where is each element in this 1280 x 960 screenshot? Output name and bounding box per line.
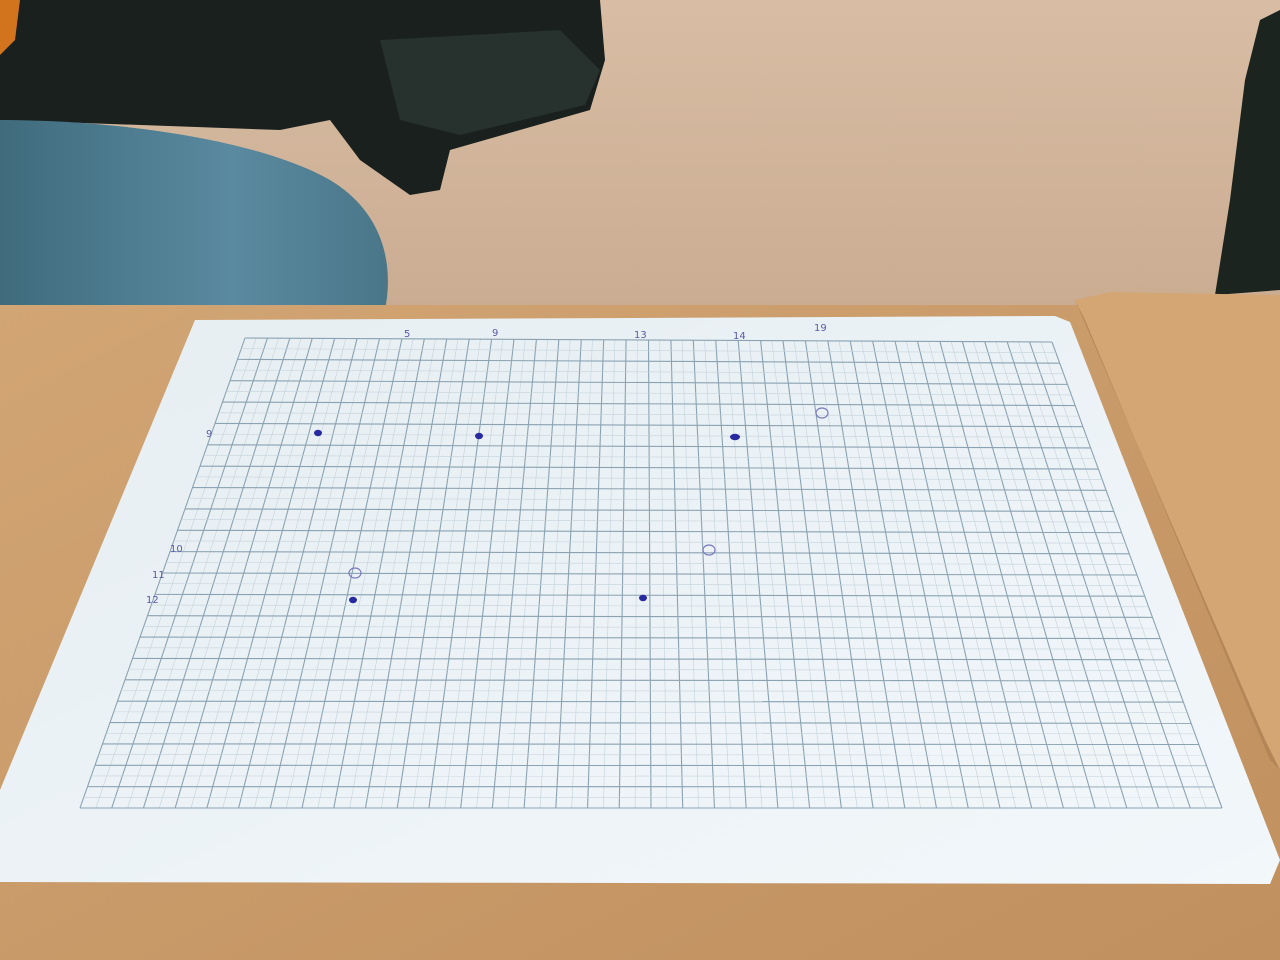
grid-horizontal-line xyxy=(207,444,1091,449)
plotted-dot-3 xyxy=(349,596,357,604)
grid-horizontal-line xyxy=(136,647,1165,650)
plotted-dot-5 xyxy=(314,429,322,437)
grid-horizontal-line xyxy=(214,422,1083,428)
grid-horizontal-line xyxy=(233,369,1064,375)
plotted-dot-4 xyxy=(639,594,647,602)
grid-horizontal-line xyxy=(158,583,1141,586)
grid-horizontal-line xyxy=(226,391,1072,396)
grid-horizontal-line xyxy=(199,465,1099,470)
grid-horizontal-line xyxy=(151,604,1149,608)
grid-horizontal-line xyxy=(181,519,1118,523)
grid-horizontal-line xyxy=(132,657,1168,661)
top-axis-label: 5 xyxy=(404,329,410,340)
grid-horizontal-line xyxy=(218,412,1080,417)
grid-horizontal-line xyxy=(192,486,1107,491)
plotted-dot-2 xyxy=(730,433,740,441)
left-axis-label: 11 xyxy=(152,570,165,581)
grid-horizontal-line xyxy=(139,636,1161,640)
plotted-circle-1 xyxy=(815,407,829,419)
top-labels: 5 9 13 14 19 xyxy=(404,323,827,342)
left-labels: 9 10 11 12 xyxy=(146,429,212,606)
grid-horizontal-line xyxy=(113,711,1188,713)
grid-lines xyxy=(79,337,1223,809)
chair-leg xyxy=(1215,10,1280,295)
grid-horizontal-line xyxy=(244,337,1053,343)
grid-horizontal-line xyxy=(203,455,1095,459)
grid-horizontal-line xyxy=(211,433,1087,438)
grid-horizontal-line xyxy=(188,497,1110,502)
top-axis-label: 14 xyxy=(733,331,746,342)
grid-horizontal-line xyxy=(154,593,1145,597)
grid-horizontal-line xyxy=(143,626,1157,629)
grid-horizontal-line xyxy=(117,700,1184,703)
top-axis-label: 9 xyxy=(492,328,498,339)
left-axis-label: 10 xyxy=(170,544,183,555)
grid-horizontal-line xyxy=(241,348,1056,353)
grid-horizontal-line xyxy=(121,690,1180,692)
grid-horizontal-line xyxy=(166,562,1134,565)
grid-horizontal-line xyxy=(109,721,1192,724)
grid-horizontal-line xyxy=(124,679,1176,682)
grid-horizontal-line xyxy=(102,743,1199,746)
grid-horizontal-line xyxy=(184,508,1114,513)
left-axis-label: 9 xyxy=(206,429,212,440)
jeans-knee xyxy=(0,120,388,310)
plotted-dot-1 xyxy=(475,432,483,440)
grid-horizontal-line xyxy=(237,358,1060,364)
grid-horizontal-line xyxy=(128,668,1172,671)
grid-horizontal-line xyxy=(169,551,1130,555)
plotted-circle-2 xyxy=(702,544,716,556)
grid-horizontal-line xyxy=(147,615,1153,618)
grid-horizontal-line xyxy=(196,476,1103,480)
top-axis-label: 19 xyxy=(814,323,827,334)
grid-horizontal-line xyxy=(222,401,1076,407)
grid-horizontal-line xyxy=(229,380,1068,385)
grid-horizontal-line xyxy=(162,572,1138,576)
grid-horizontal-line xyxy=(177,529,1122,534)
grid-horizontal-line xyxy=(106,732,1195,735)
grid-horizontal-line xyxy=(173,540,1126,544)
plotted-circle-3 xyxy=(348,567,362,579)
plotted-points xyxy=(314,407,829,604)
left-axis-label: 12 xyxy=(146,595,159,606)
dark-bag xyxy=(0,0,605,195)
side-board xyxy=(1075,292,1280,770)
top-axis-label: 13 xyxy=(634,330,647,341)
